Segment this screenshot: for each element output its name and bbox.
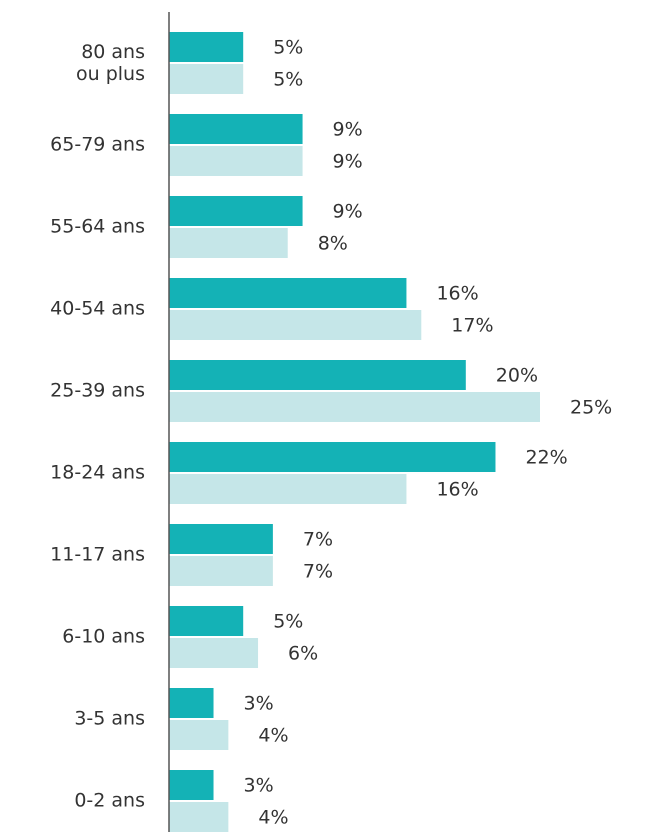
bar [169,310,422,340]
bar [169,360,466,390]
y-tick-label: 25-39 ans [50,380,145,402]
bar [169,688,214,718]
y-tick-label: 3-5 ans [74,708,145,730]
data-label: 4% [258,807,288,829]
data-label: 16% [436,283,478,305]
bar [169,228,288,258]
bar [169,442,496,472]
data-label: 7% [303,529,333,551]
bar [169,802,229,832]
bar [169,720,229,750]
bar [169,524,273,554]
data-label: 9% [333,151,363,173]
data-label: 8% [318,233,348,255]
bar [169,278,407,308]
data-label: 3% [244,775,274,797]
y-tick-label: 65-79 ans [50,134,145,156]
y-tick-label: 11-17 ans [50,544,145,566]
data-label: 16% [436,479,478,501]
data-label: 6% [288,643,318,665]
data-label: 5% [273,611,303,633]
bar [169,556,273,586]
y-tick-label: 0-2 ans [74,790,145,812]
y-tick-label: 40-54 ans [50,298,145,320]
data-label: 7% [303,561,333,583]
data-label: 20% [496,365,538,387]
bar [169,474,407,504]
y-tick-label: 80 ans ou plus [76,41,145,85]
data-label: 22% [525,447,567,469]
data-label: 5% [273,69,303,91]
data-label: 9% [333,201,363,223]
data-label: 9% [333,119,363,141]
bar [169,638,259,668]
data-label: 3% [244,693,274,715]
data-label: 5% [273,37,303,59]
bar [169,64,244,94]
data-label: 25% [570,397,612,419]
y-tick-label: 18-24 ans [50,462,145,484]
bar [169,392,540,422]
y-tick-label: 6-10 ans [62,626,145,648]
bar [169,770,214,800]
data-label: 17% [451,315,493,337]
bar [169,32,244,62]
bar [169,606,244,636]
bar [169,146,303,176]
bar [169,114,303,144]
y-tick-label: 55-64 ans [50,216,145,238]
bar [169,196,303,226]
data-label: 4% [258,725,288,747]
